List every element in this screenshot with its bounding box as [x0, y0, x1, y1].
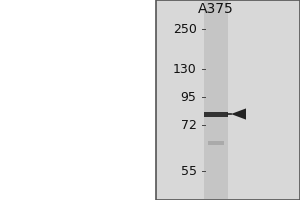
Bar [208, 141, 224, 145]
Bar [156, 0, 300, 200]
Polygon shape [231, 108, 246, 120]
Text: A375: A375 [198, 2, 234, 16]
Text: 130: 130 [173, 63, 196, 76]
Text: 55: 55 [181, 165, 196, 178]
Text: 250: 250 [172, 23, 197, 36]
Text: 72: 72 [181, 119, 196, 132]
Bar [204, 112, 228, 117]
Bar [204, 1, 228, 199]
Text: 95: 95 [181, 91, 196, 104]
